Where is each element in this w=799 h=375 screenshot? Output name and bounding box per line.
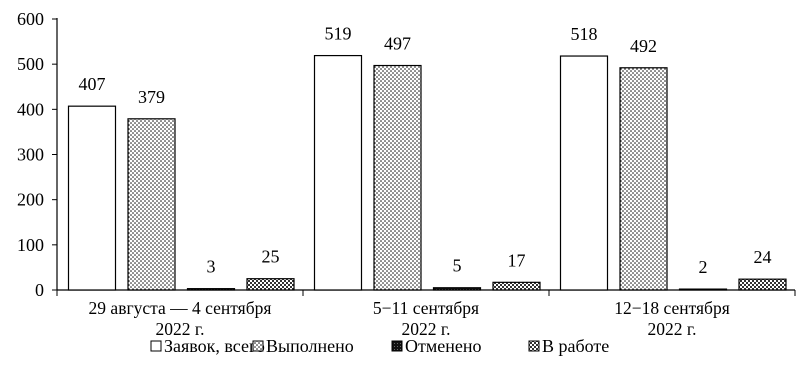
bars — [67, 54, 787, 291]
y-tick-label: 500 — [17, 54, 44, 74]
legend-label: Выполнено — [266, 336, 354, 356]
legend-swatch — [252, 340, 264, 352]
x-tick-label: 29 августа — 4 сентября 2022 г. — [89, 298, 272, 339]
data-labels: 407 379 3 25 519 497 5 17 518 492 2 24 — [79, 24, 772, 278]
data-label: 492 — [630, 36, 657, 56]
legend: Заявок, всего Выполнено Отменено В работе — [150, 336, 609, 356]
bar — [738, 278, 787, 291]
axes: 0 100 200 300 400 500 600 29 августа — 4 сентяб… — [17, 9, 796, 339]
legend-label: Заявок, всего — [164, 336, 265, 356]
y-tick-label: 400 — [17, 99, 44, 119]
bar — [678, 288, 728, 291]
bar — [127, 118, 176, 291]
data-label: 518 — [571, 24, 598, 44]
data-label: 407 — [79, 74, 106, 94]
data-label: 497 — [384, 34, 411, 54]
bar — [619, 67, 668, 291]
bar — [559, 55, 609, 291]
legend-label: Отменено — [405, 336, 482, 356]
bar — [432, 287, 482, 291]
bar — [246, 278, 295, 291]
y-tick-label: 100 — [17, 235, 44, 255]
y-tick-label: 300 — [17, 145, 44, 165]
y-tick-label: 0 — [35, 280, 44, 300]
y-tick-label: 200 — [17, 190, 44, 210]
data-label: 5 — [453, 256, 462, 276]
data-label: 519 — [325, 24, 352, 44]
legend-swatch — [391, 340, 403, 352]
data-label: 25 — [262, 247, 280, 267]
bar — [186, 288, 236, 291]
bar — [492, 281, 541, 291]
data-label: 17 — [508, 250, 526, 270]
data-label: 2 — [699, 257, 708, 277]
data-label: 3 — [207, 257, 216, 277]
bar — [67, 105, 117, 291]
y-tick-label: 600 — [17, 9, 44, 29]
bar — [373, 64, 422, 291]
x-tick-label: 12−18 сентября 2022 г. — [614, 298, 730, 339]
bar — [313, 54, 363, 291]
legend-swatch — [528, 340, 540, 352]
data-label: 379 — [138, 87, 165, 107]
data-label: 24 — [754, 247, 772, 267]
legend-label: В работе — [542, 336, 609, 356]
legend-swatch — [150, 340, 162, 352]
x-tick-label: 5−11 сентября 2022 г. — [373, 298, 479, 339]
